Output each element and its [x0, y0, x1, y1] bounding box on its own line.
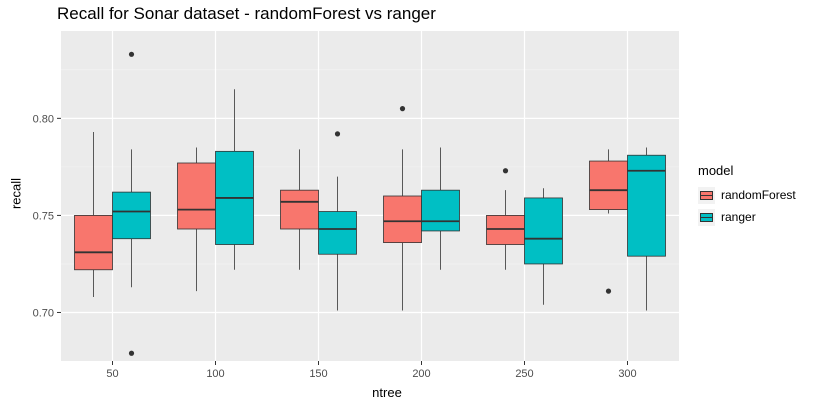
x-axis-label: ntree [372, 385, 402, 400]
box-ranger [318, 211, 357, 255]
x-tick-label: 50 [106, 368, 118, 380]
plot-panel [61, 31, 679, 361]
box-ranger [627, 154, 666, 257]
legend-item-randomforest: randomForest [698, 184, 796, 206]
box-ranger [524, 197, 563, 265]
y-tick-label: 0.70 [33, 307, 54, 319]
legend: model randomForest ranger [698, 163, 796, 228]
legend-item-ranger: ranger [698, 206, 796, 228]
outlier-point-ranger [128, 51, 135, 57]
legend-label-ranger: ranger [721, 210, 756, 224]
outlier-point-randomforest [502, 168, 509, 174]
box-ranger [112, 191, 151, 240]
box-randomforest [589, 160, 628, 210]
box-ranger [421, 189, 460, 232]
y-tick-label: 0.80 [33, 113, 54, 125]
x-tick-label: 250 [515, 368, 533, 380]
y-axis-label: recall [8, 177, 24, 210]
x-tick-label: 200 [412, 368, 430, 380]
outlier-point-randomforest [605, 288, 612, 294]
outlier-point-ranger [334, 131, 341, 137]
box-randomforest [74, 215, 113, 271]
x-tick-label: 100 [206, 368, 224, 380]
legend-title: model [698, 163, 734, 178]
y-tick-label: 0.75 [33, 210, 54, 222]
box-randomforest [177, 162, 216, 230]
box-randomforest [383, 195, 422, 243]
x-tick-label: 300 [618, 368, 636, 380]
box-randomforest [486, 215, 525, 245]
outlier-point-randomforest [399, 106, 406, 112]
chart-title: Recall for Sonar dataset - randomForest … [57, 4, 436, 23]
x-tick-label: 150 [309, 368, 327, 380]
legend-key-ranger [698, 208, 715, 226]
outlier-point-ranger [128, 350, 135, 356]
box-randomforest [280, 189, 319, 230]
legend-key-randomforest [698, 186, 715, 204]
legend-label-randomforest: randomForest [721, 188, 796, 202]
